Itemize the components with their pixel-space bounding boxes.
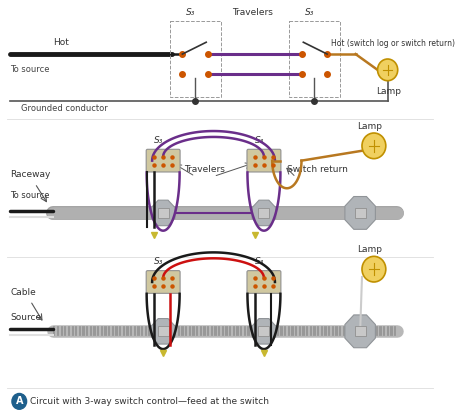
Bar [355, 208, 365, 218]
Text: To source: To source [10, 65, 50, 74]
Text: Lamp: Lamp [376, 87, 401, 95]
Text: S₃: S₃ [154, 136, 164, 145]
Text: Raceway: Raceway [10, 171, 51, 179]
Bar [258, 326, 269, 336]
Circle shape [362, 256, 386, 282]
Text: Circuit with 3-way switch control—feed at the switch: Circuit with 3-way switch control—feed a… [30, 397, 269, 406]
Polygon shape [151, 200, 175, 226]
Text: Travelers: Travelers [184, 166, 225, 174]
FancyBboxPatch shape [247, 149, 281, 172]
Text: Hot: Hot [53, 38, 69, 47]
FancyBboxPatch shape [146, 271, 180, 293]
FancyBboxPatch shape [146, 149, 180, 172]
Text: Travelers: Travelers [232, 7, 273, 17]
Circle shape [378, 59, 398, 81]
Bar [158, 326, 169, 336]
Polygon shape [151, 319, 175, 344]
Polygon shape [348, 319, 372, 344]
Bar [158, 208, 169, 218]
Text: Lamp: Lamp [357, 122, 382, 131]
FancyBboxPatch shape [247, 271, 281, 293]
Bar [355, 326, 365, 336]
Circle shape [362, 133, 386, 159]
Polygon shape [252, 319, 276, 344]
Polygon shape [252, 200, 276, 226]
Text: Source: Source [10, 313, 41, 322]
Polygon shape [348, 200, 372, 226]
Text: S₃: S₃ [154, 257, 164, 266]
Bar [289, 20, 340, 98]
Bar [170, 20, 221, 98]
Text: S₃: S₃ [255, 136, 264, 145]
Text: S₃: S₃ [255, 257, 264, 266]
Text: Lamp: Lamp [357, 245, 382, 254]
Text: S₃: S₃ [305, 7, 315, 17]
Text: Hot (switch log or switch return): Hot (switch log or switch return) [331, 39, 455, 48]
Polygon shape [345, 315, 375, 348]
Text: Cable: Cable [10, 288, 36, 297]
Bar [258, 208, 269, 218]
Circle shape [12, 393, 27, 409]
Text: A: A [16, 396, 23, 406]
Text: S₃: S₃ [186, 7, 195, 17]
Text: To source: To source [10, 191, 50, 200]
Text: Switch return: Switch return [287, 166, 348, 174]
Text: Grounded conductor: Grounded conductor [21, 104, 108, 113]
Polygon shape [345, 197, 375, 229]
